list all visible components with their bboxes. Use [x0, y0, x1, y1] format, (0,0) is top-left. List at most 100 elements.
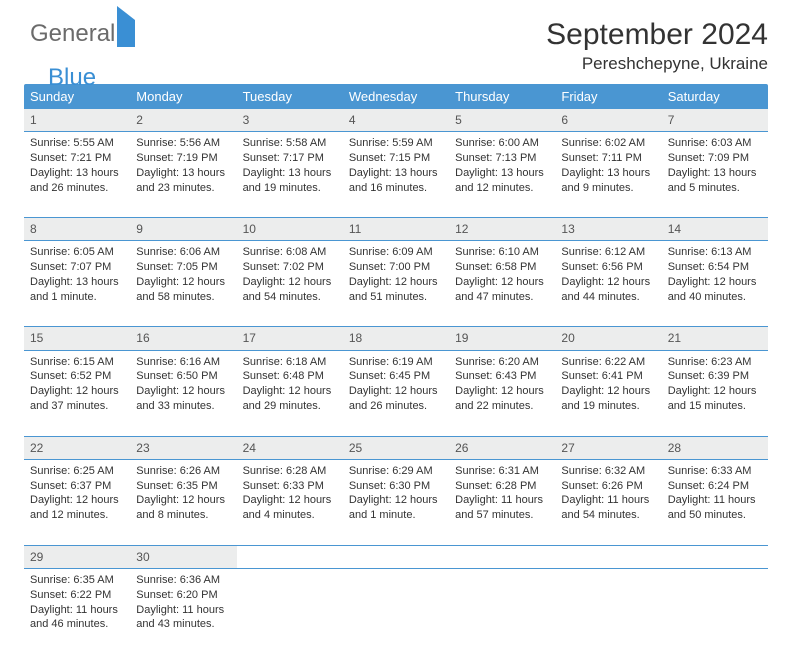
day-cell — [449, 568, 555, 654]
daylight-line: Daylight: 11 hours and 54 minutes. — [561, 493, 655, 523]
day-number: 9 — [130, 218, 236, 241]
day-cell: Sunrise: 6:10 AMSunset: 6:58 PMDaylight:… — [449, 241, 555, 327]
day-number: 18 — [343, 327, 449, 350]
day-cell: Sunrise: 6:29 AMSunset: 6:30 PMDaylight:… — [343, 459, 449, 545]
sunrise-line: Sunrise: 6:28 AM — [243, 464, 337, 479]
day-number: 1 — [24, 109, 130, 132]
sunset-line: Sunset: 6:48 PM — [243, 369, 337, 384]
day-cell: Sunrise: 6:00 AMSunset: 7:13 PMDaylight:… — [449, 132, 555, 218]
sunset-line: Sunset: 6:41 PM — [561, 369, 655, 384]
sunrise-line: Sunrise: 6:00 AM — [455, 136, 549, 151]
day-cell: Sunrise: 6:09 AMSunset: 7:00 PMDaylight:… — [343, 241, 449, 327]
day-header: Thursday — [449, 84, 555, 109]
sunrise-line: Sunrise: 6:16 AM — [136, 355, 230, 370]
sunset-line: Sunset: 7:17 PM — [243, 151, 337, 166]
day-number: 16 — [130, 327, 236, 350]
sunrise-line: Sunrise: 6:20 AM — [455, 355, 549, 370]
day-number: 27 — [555, 436, 661, 459]
daylight-line: Daylight: 12 hours and 26 minutes. — [349, 384, 443, 414]
sunset-line: Sunset: 7:02 PM — [243, 260, 337, 275]
day-header: Wednesday — [343, 84, 449, 109]
day-cell: Sunrise: 6:19 AMSunset: 6:45 PMDaylight:… — [343, 350, 449, 436]
day-cell: Sunrise: 6:28 AMSunset: 6:33 PMDaylight:… — [237, 459, 343, 545]
day-number: 15 — [24, 327, 130, 350]
daylight-line: Daylight: 12 hours and 58 minutes. — [136, 275, 230, 305]
daylight-line: Daylight: 11 hours and 46 minutes. — [30, 603, 124, 633]
logo-line1: General — [30, 20, 115, 47]
sunset-line: Sunset: 6:45 PM — [349, 369, 443, 384]
day-number — [237, 545, 343, 568]
day-body-row: Sunrise: 5:55 AMSunset: 7:21 PMDaylight:… — [24, 132, 768, 218]
daylight-line: Daylight: 12 hours and 4 minutes. — [243, 493, 337, 523]
day-cell: Sunrise: 6:13 AMSunset: 6:54 PMDaylight:… — [662, 241, 768, 327]
day-body-row: Sunrise: 6:05 AMSunset: 7:07 PMDaylight:… — [24, 241, 768, 327]
day-cell: Sunrise: 6:03 AMSunset: 7:09 PMDaylight:… — [662, 132, 768, 218]
day-body-row: Sunrise: 6:25 AMSunset: 6:37 PMDaylight:… — [24, 459, 768, 545]
day-cell: Sunrise: 6:08 AMSunset: 7:02 PMDaylight:… — [237, 241, 343, 327]
day-cell: Sunrise: 6:16 AMSunset: 6:50 PMDaylight:… — [130, 350, 236, 436]
daylight-line: Daylight: 13 hours and 23 minutes. — [136, 166, 230, 196]
sunrise-line: Sunrise: 6:18 AM — [243, 355, 337, 370]
daylight-line: Daylight: 13 hours and 1 minute. — [30, 275, 124, 305]
day-cell: Sunrise: 6:15 AMSunset: 6:52 PMDaylight:… — [24, 350, 130, 436]
day-number-row: 22232425262728 — [24, 436, 768, 459]
sunrise-line: Sunrise: 6:26 AM — [136, 464, 230, 479]
day-cell: Sunrise: 6:12 AMSunset: 6:56 PMDaylight:… — [555, 241, 661, 327]
day-number: 25 — [343, 436, 449, 459]
day-number: 5 — [449, 109, 555, 132]
calendar-table: SundayMondayTuesdayWednesdayThursdayFrid… — [24, 84, 768, 654]
day-number: 29 — [24, 545, 130, 568]
sunrise-line: Sunrise: 6:13 AM — [668, 245, 762, 260]
daylight-line: Daylight: 12 hours and 33 minutes. — [136, 384, 230, 414]
day-body-row: Sunrise: 6:15 AMSunset: 6:52 PMDaylight:… — [24, 350, 768, 436]
sunset-line: Sunset: 6:50 PM — [136, 369, 230, 384]
sunset-line: Sunset: 6:43 PM — [455, 369, 549, 384]
sunset-line: Sunset: 6:56 PM — [561, 260, 655, 275]
day-cell — [343, 568, 449, 654]
daylight-line: Daylight: 12 hours and 22 minutes. — [455, 384, 549, 414]
day-number: 6 — [555, 109, 661, 132]
day-cell: Sunrise: 5:59 AMSunset: 7:15 PMDaylight:… — [343, 132, 449, 218]
sunset-line: Sunset: 6:24 PM — [668, 479, 762, 494]
day-cell: Sunrise: 6:25 AMSunset: 6:37 PMDaylight:… — [24, 459, 130, 545]
sunrise-line: Sunrise: 6:36 AM — [136, 573, 230, 588]
day-number: 21 — [662, 327, 768, 350]
daylight-line: Daylight: 12 hours and 37 minutes. — [30, 384, 124, 414]
day-body-row: Sunrise: 6:35 AMSunset: 6:22 PMDaylight:… — [24, 568, 768, 654]
daylight-line: Daylight: 12 hours and 29 minutes. — [243, 384, 337, 414]
daylight-line: Daylight: 13 hours and 16 minutes. — [349, 166, 443, 196]
sunset-line: Sunset: 6:26 PM — [561, 479, 655, 494]
sunrise-line: Sunrise: 6:33 AM — [668, 464, 762, 479]
sunset-line: Sunset: 6:35 PM — [136, 479, 230, 494]
day-cell: Sunrise: 6:06 AMSunset: 7:05 PMDaylight:… — [130, 241, 236, 327]
daylight-line: Daylight: 13 hours and 9 minutes. — [561, 166, 655, 196]
sunrise-line: Sunrise: 6:08 AM — [243, 245, 337, 260]
sunrise-line: Sunrise: 6:31 AM — [455, 464, 549, 479]
day-number: 7 — [662, 109, 768, 132]
header: September 2024 Pereshchepyne, Ukraine — [24, 18, 768, 74]
daylight-line: Daylight: 12 hours and 12 minutes. — [30, 493, 124, 523]
sunrise-line: Sunrise: 6:02 AM — [561, 136, 655, 151]
sunset-line: Sunset: 7:11 PM — [561, 151, 655, 166]
day-header: Friday — [555, 84, 661, 109]
day-header: Saturday — [662, 84, 768, 109]
sunrise-line: Sunrise: 6:10 AM — [455, 245, 549, 260]
sunrise-line: Sunrise: 6:06 AM — [136, 245, 230, 260]
day-cell: Sunrise: 6:36 AMSunset: 6:20 PMDaylight:… — [130, 568, 236, 654]
day-cell — [555, 568, 661, 654]
sunset-line: Sunset: 7:09 PM — [668, 151, 762, 166]
day-cell: Sunrise: 6:33 AMSunset: 6:24 PMDaylight:… — [662, 459, 768, 545]
sunset-line: Sunset: 7:21 PM — [30, 151, 124, 166]
sunrise-line: Sunrise: 6:19 AM — [349, 355, 443, 370]
daylight-line: Daylight: 12 hours and 47 minutes. — [455, 275, 549, 305]
day-number: 2 — [130, 109, 236, 132]
daylight-line: Daylight: 13 hours and 26 minutes. — [30, 166, 124, 196]
day-cell: Sunrise: 6:18 AMSunset: 6:48 PMDaylight:… — [237, 350, 343, 436]
day-cell: Sunrise: 6:02 AMSunset: 7:11 PMDaylight:… — [555, 132, 661, 218]
daylight-line: Daylight: 12 hours and 40 minutes. — [668, 275, 762, 305]
page-title: September 2024 — [24, 18, 768, 52]
sunrise-line: Sunrise: 5:58 AM — [243, 136, 337, 151]
day-number: 23 — [130, 436, 236, 459]
day-number — [555, 545, 661, 568]
sunset-line: Sunset: 7:13 PM — [455, 151, 549, 166]
